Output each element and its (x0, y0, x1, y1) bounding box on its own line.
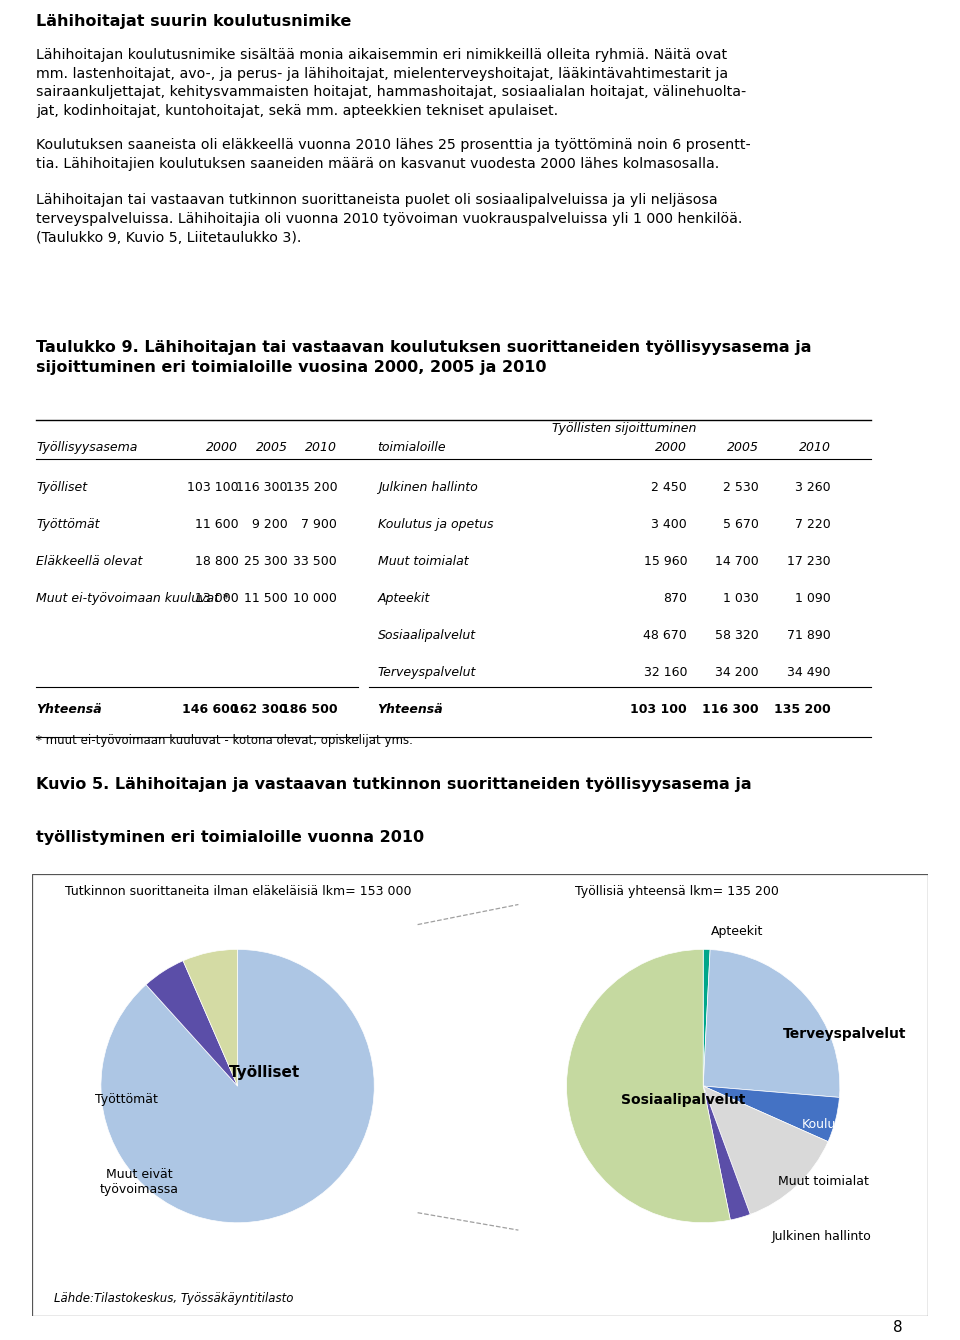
Wedge shape (703, 949, 710, 1085)
Text: Lähde:Tilastokeskus, Työssäkäyntitilasto: Lähde:Tilastokeskus, Työssäkäyntitilasto (54, 1292, 294, 1305)
Text: Työlliset: Työlliset (36, 481, 87, 494)
Text: 1 090: 1 090 (795, 592, 830, 606)
Text: Työttömät: Työttömät (36, 519, 100, 532)
Text: 162 300: 162 300 (231, 704, 288, 717)
Text: Lähihoitajan koulutusnimike sisältää monia aikaisemmin eri nimikkeillä olleita r: Lähihoitajan koulutusnimike sisältää mon… (36, 48, 747, 118)
Wedge shape (183, 949, 238, 1085)
Text: Kuvio 5. Lähihoitajan ja vastaavan tutkinnon suorittaneiden työllisyysasema ja: Kuvio 5. Lähihoitajan ja vastaavan tutki… (36, 777, 752, 792)
Text: Koulutus ja opetus: Koulutus ja opetus (377, 519, 493, 532)
Text: 58 320: 58 320 (715, 630, 759, 642)
Text: 870: 870 (663, 592, 687, 606)
Text: 186 500: 186 500 (280, 704, 337, 717)
Text: Työttömät: Työttömät (95, 1093, 158, 1107)
Text: 2000: 2000 (206, 441, 238, 454)
Text: Lähihoitajat suurin koulutusnimike: Lähihoitajat suurin koulutusnimike (36, 15, 352, 29)
Text: 25 300: 25 300 (244, 555, 288, 568)
Text: Muut toimialat: Muut toimialat (377, 555, 468, 568)
Text: 103 100: 103 100 (631, 704, 687, 717)
Text: 34 200: 34 200 (715, 666, 759, 679)
Text: työllistyminen eri toimialoille vuonna 2010: työllistyminen eri toimialoille vuonna 2… (36, 829, 424, 846)
Text: 2 530: 2 530 (723, 481, 759, 494)
Text: Julkinen hallinto: Julkinen hallinto (377, 481, 477, 494)
Text: Eläkkeellä olevat: Eläkkeellä olevat (36, 555, 143, 568)
Text: Lähihoitajan tai vastaavan tutkinnon suorittaneista puolet oli sosiaalipalveluis: Lähihoitajan tai vastaavan tutkinnon suo… (36, 193, 743, 245)
Text: 8: 8 (893, 1320, 902, 1335)
Wedge shape (703, 1085, 751, 1219)
Text: 14 700: 14 700 (715, 555, 759, 568)
Text: 17 230: 17 230 (787, 555, 830, 568)
Text: 11 600: 11 600 (195, 519, 238, 532)
Text: 11 500: 11 500 (244, 592, 288, 606)
Text: 146 600: 146 600 (181, 704, 238, 717)
Text: 48 670: 48 670 (643, 630, 687, 642)
Wedge shape (101, 949, 374, 1222)
Text: 5 670: 5 670 (723, 519, 759, 532)
Text: 116 300: 116 300 (703, 704, 759, 717)
Text: 32 160: 32 160 (644, 666, 687, 679)
Text: 2000: 2000 (656, 441, 687, 454)
Text: Työllisiä yhteensä lkm= 135 200: Työllisiä yhteensä lkm= 135 200 (575, 884, 780, 898)
Text: Terveyspalvelut: Terveyspalvelut (782, 1028, 906, 1041)
Text: Muut ei-työvoimaan kuuluvat *: Muut ei-työvoimaan kuuluvat * (36, 592, 229, 606)
Text: 18 800: 18 800 (195, 555, 238, 568)
Text: 9 200: 9 200 (252, 519, 288, 532)
Text: Yhteensä: Yhteensä (36, 704, 102, 717)
Text: Muut eivät
työvoimassa: Muut eivät työvoimassa (100, 1168, 179, 1197)
Text: Apteekit: Apteekit (711, 926, 764, 938)
Wedge shape (146, 961, 237, 1085)
Text: 15 960: 15 960 (643, 555, 687, 568)
Text: Tutkinnon suorittaneita ilman eläkeläisiä lkm= 153 000: Tutkinnon suorittaneita ilman eläkeläisi… (64, 884, 411, 898)
Text: Muut toimialat: Muut toimialat (778, 1175, 869, 1189)
Text: Sosiaalipalvelut: Sosiaalipalvelut (377, 630, 476, 642)
Text: Työllisten sijoittuminen: Työllisten sijoittuminen (552, 422, 697, 436)
Text: 2010: 2010 (799, 441, 830, 454)
Text: Koulutus: Koulutus (802, 1118, 855, 1131)
Text: Julkinen hallinto: Julkinen hallinto (772, 1230, 872, 1242)
Text: 33 500: 33 500 (294, 555, 337, 568)
Text: 2005: 2005 (727, 441, 759, 454)
Wedge shape (566, 949, 731, 1222)
Text: Sosiaalipalvelut: Sosiaalipalvelut (620, 1092, 745, 1107)
Text: Työlliset: Työlliset (229, 1065, 300, 1080)
Text: 3 260: 3 260 (795, 481, 830, 494)
Text: Yhteensä: Yhteensä (377, 704, 444, 717)
Text: 7 220: 7 220 (795, 519, 830, 532)
Text: 10 000: 10 000 (294, 592, 337, 606)
Text: 13 000: 13 000 (195, 592, 238, 606)
Text: Koulutuksen saaneista oli eläkkeellä vuonna 2010 lähes 25 prosenttia ja työttömi: Koulutuksen saaneista oli eläkkeellä vuo… (36, 138, 752, 172)
Text: 1 030: 1 030 (723, 592, 759, 606)
Wedge shape (703, 1085, 828, 1214)
Text: 7 900: 7 900 (301, 519, 337, 532)
Text: toimialoille: toimialoille (377, 441, 446, 454)
Text: 71 890: 71 890 (787, 630, 830, 642)
Text: 135 200: 135 200 (774, 704, 830, 717)
Text: 2010: 2010 (305, 441, 337, 454)
Text: 2005: 2005 (255, 441, 288, 454)
Wedge shape (703, 950, 840, 1097)
Text: Taulukko 9. Lähihoitajan tai vastaavan koulutuksen suorittaneiden työllisyysasem: Taulukko 9. Lähihoitajan tai vastaavan k… (36, 340, 812, 375)
Text: 34 490: 34 490 (787, 666, 830, 679)
Text: 3 400: 3 400 (652, 519, 687, 532)
Text: 135 200: 135 200 (285, 481, 337, 494)
Text: 2 450: 2 450 (652, 481, 687, 494)
Text: Terveyspalvelut: Terveyspalvelut (377, 666, 476, 679)
Text: Työllisyysasema: Työllisyysasema (36, 441, 138, 454)
Wedge shape (703, 1085, 839, 1142)
Text: 116 300: 116 300 (236, 481, 288, 494)
Text: 103 100: 103 100 (187, 481, 238, 494)
Text: Apteekit: Apteekit (377, 592, 430, 606)
Text: * muut ei-työvoimaan kuuluvat - kotona olevat, opiskelijat yms.: * muut ei-työvoimaan kuuluvat - kotona o… (36, 734, 414, 748)
